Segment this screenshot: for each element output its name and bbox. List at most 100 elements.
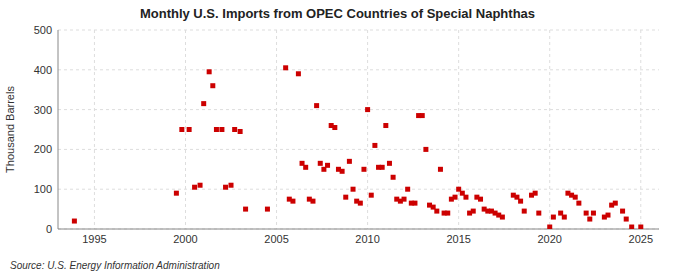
y-tick-label: 500: [34, 24, 52, 36]
point: [620, 209, 625, 214]
point: [522, 209, 527, 214]
grid-line-y: [58, 229, 659, 230]
point: [629, 225, 634, 229]
point: [500, 215, 505, 220]
point: [638, 225, 643, 229]
point: [210, 83, 215, 88]
point: [310, 199, 315, 204]
point: [533, 191, 538, 196]
title: Monthly U.S. Imports from OPEC Countries…: [140, 6, 535, 21]
grid-line-y: [58, 109, 659, 110]
point: [584, 211, 589, 216]
point: [518, 199, 523, 204]
point: [423, 147, 428, 152]
point: [365, 107, 370, 112]
point: [283, 65, 288, 70]
point: [463, 195, 468, 200]
point: [314, 103, 319, 108]
grid-line-y: [58, 189, 659, 190]
point: [361, 167, 366, 172]
grid-line-x: [94, 30, 95, 229]
point: [606, 213, 611, 218]
point: [369, 193, 374, 198]
point: [445, 211, 450, 216]
grid-line-y: [58, 30, 659, 31]
point: [332, 125, 337, 130]
y-tick-label: 300: [34, 104, 52, 116]
y-tick-label: 200: [34, 143, 52, 155]
grid-line-x: [549, 30, 550, 229]
point: [576, 201, 581, 206]
point: [624, 217, 629, 222]
point: [380, 165, 385, 170]
point: [303, 165, 308, 170]
point: [551, 215, 556, 220]
point: [340, 169, 345, 174]
grid: [58, 30, 659, 229]
point: [223, 185, 228, 190]
point: [72, 219, 77, 224]
point: [536, 211, 541, 216]
point: [402, 197, 407, 202]
point: [412, 201, 417, 206]
point: [290, 199, 295, 204]
grid-line-x: [185, 30, 186, 229]
point: [420, 113, 425, 118]
point: [383, 123, 388, 128]
y-tick-label: 0: [46, 223, 52, 235]
point: [372, 143, 377, 148]
point: [438, 167, 443, 172]
point: [238, 129, 243, 134]
point: [453, 195, 458, 200]
x-tick-label: 2015: [446, 233, 470, 245]
point: [174, 191, 179, 196]
point: [613, 201, 618, 206]
point: [265, 207, 270, 212]
x-tick-label: 2010: [355, 233, 379, 245]
x-tick-label: 2005: [264, 233, 288, 245]
point: [358, 201, 363, 206]
point: [391, 175, 396, 180]
source: Source: U.S. Energy Information Administ…: [10, 260, 220, 271]
point: [214, 127, 219, 132]
grid-line-x: [640, 30, 641, 229]
point: [547, 225, 552, 229]
point: [198, 183, 203, 188]
point: [591, 211, 596, 216]
point: [201, 101, 206, 106]
point: [405, 187, 410, 192]
point: [387, 161, 392, 166]
point: [296, 71, 301, 76]
point: [219, 127, 224, 132]
x-tick-label: 2025: [629, 233, 653, 245]
point: [179, 127, 184, 132]
grid-line-y: [58, 149, 659, 150]
point: [351, 187, 356, 192]
point: [207, 69, 212, 74]
point: [325, 163, 330, 168]
point: [478, 197, 483, 202]
x-tick-label: 1995: [82, 233, 106, 245]
y-axis-label: Thousand Barrels: [4, 86, 16, 173]
grid-line-x: [367, 30, 368, 229]
point: [343, 195, 348, 200]
y-tick-label: 400: [34, 64, 52, 76]
point: [434, 209, 439, 214]
point: [573, 195, 578, 200]
x-tick-label: 2000: [173, 233, 197, 245]
point: [471, 209, 476, 214]
point: [243, 207, 248, 212]
point: [232, 127, 237, 132]
y-axis-line: [58, 30, 59, 229]
point: [192, 185, 197, 190]
grid-line-x: [458, 30, 459, 229]
point: [187, 127, 192, 132]
point: [562, 215, 567, 220]
grid-line-y: [58, 69, 659, 70]
x-tick-label: 2020: [537, 233, 561, 245]
chart: 1995 2000 2005 2010 2015 2020 2025 0 100 200 300 40…: [0, 0, 675, 275]
y-tick-label: 100: [34, 183, 52, 195]
point: [347, 159, 352, 164]
points: [72, 65, 643, 229]
grid-line-x: [276, 30, 277, 229]
